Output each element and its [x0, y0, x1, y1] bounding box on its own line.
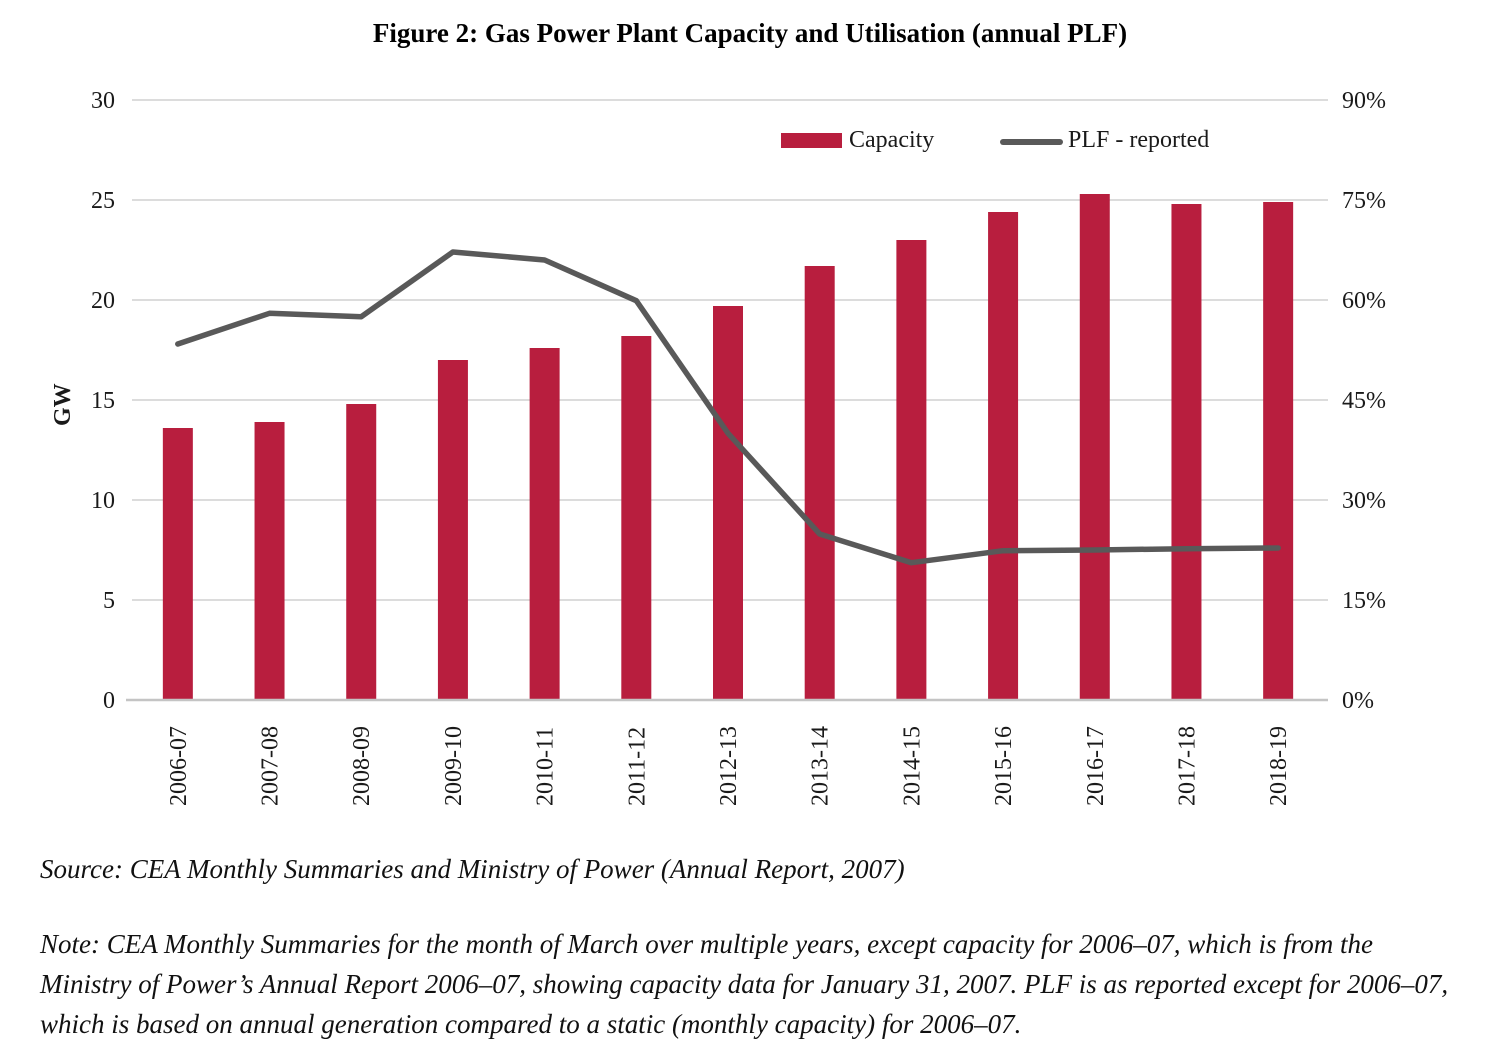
x-tick-label: 2010-11 [533, 727, 559, 806]
x-tick-label: 2013-14 [808, 726, 834, 806]
left-axis-tick-label: 20 [91, 288, 115, 314]
right-axis-tick-label: 60% [1342, 288, 1386, 314]
bar-2013-14 [804, 266, 835, 700]
plf-line [175, 249, 1281, 566]
right-axis-tick-label: 75% [1342, 188, 1386, 214]
x-tick-label: 2007-08 [258, 726, 284, 806]
left-axis-tick-label: 0 [103, 688, 115, 714]
x-tick-label: 2014-15 [899, 726, 925, 806]
x-tick-label: 2018-19 [1266, 726, 1292, 806]
left-axis-tick-label: 15 [91, 388, 115, 414]
bar-2007-08 [254, 422, 285, 700]
capacity-legend-label: Capacity [849, 127, 935, 153]
x-tick-label: 2017-18 [1174, 726, 1200, 806]
bar-2010-11 [529, 348, 560, 700]
bar-2016-17 [1079, 194, 1110, 700]
x-tick-label: 2011-12 [624, 727, 650, 806]
bar-2017-18 [1171, 204, 1202, 700]
left-axis-tick-label: 5 [103, 588, 115, 614]
left-axis-title: GW [50, 383, 76, 426]
x-tick-label: 2008-09 [349, 726, 375, 806]
bar-2015-16 [988, 212, 1019, 700]
x-tick-label: 2006-07 [166, 726, 192, 806]
capacity-legend-swatch [781, 133, 842, 148]
right-axis-tick-label: 45% [1342, 388, 1386, 414]
bar-2009-10 [437, 360, 468, 700]
x-tick-label: 2015-16 [991, 726, 1017, 806]
bar-2008-09 [346, 404, 377, 700]
x-tick-label: 2009-10 [441, 726, 467, 806]
figure-title: Figure 2: Gas Power Plant Capacity and U… [372, 18, 1128, 48]
left-axis-tick-label: 10 [91, 488, 115, 514]
right-axis-tick-label: 15% [1342, 588, 1386, 614]
right-axis-tick-label: 30% [1342, 488, 1386, 514]
bar-2011-12 [621, 336, 652, 700]
bar-2012-13 [713, 306, 743, 700]
bar-2006-07 [162, 428, 193, 700]
left-axis-tick-label: 25 [91, 188, 115, 214]
chart-canvas: 0 5 10 15 20 25 30 0% 15% 30% 45% 60% 75% 90% GW 2006-0… [50, 88, 1386, 806]
right-axis-tick-label: 90% [1342, 88, 1386, 114]
note-text: Note: CEA Monthly Summaries for the mont… [40, 929, 1449, 1039]
left-axis-tick-label: 30 [91, 88, 115, 114]
x-tick-label: 2012-13 [716, 726, 742, 806]
plf-legend-label: PLF - reported [1068, 127, 1210, 153]
bar-2014-15 [896, 240, 927, 700]
plf-legend-swatch [1000, 139, 1063, 145]
right-axis-tick-label: 0% [1342, 688, 1374, 714]
source-text: Source: CEA Monthly Summaries and Minist… [40, 854, 905, 884]
x-tick-label: 2016-17 [1083, 726, 1109, 806]
bar-2018-19 [1263, 202, 1294, 700]
